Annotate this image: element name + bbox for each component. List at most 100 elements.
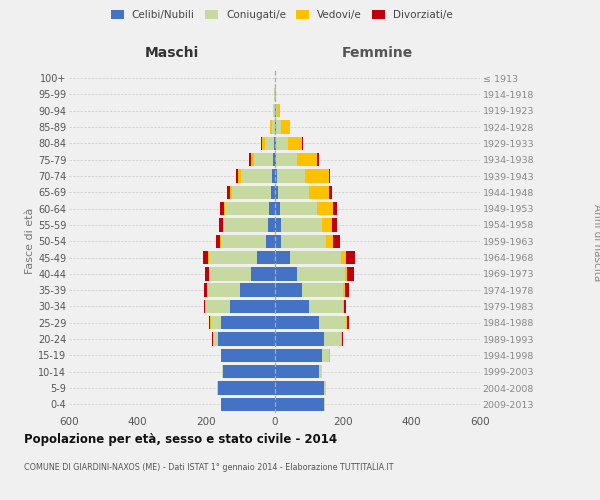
Bar xyxy=(333,202,337,215)
Bar xyxy=(346,251,355,264)
Bar xyxy=(275,267,297,280)
Bar xyxy=(324,332,341,346)
Bar xyxy=(262,136,265,150)
Bar xyxy=(272,170,275,182)
Bar xyxy=(240,284,275,297)
Bar xyxy=(275,153,276,166)
Bar xyxy=(275,365,319,378)
Bar xyxy=(251,267,275,280)
Bar xyxy=(275,202,280,215)
Bar xyxy=(275,170,277,182)
Bar xyxy=(275,382,324,394)
Text: Anni di nascita: Anni di nascita xyxy=(592,204,600,281)
Bar xyxy=(203,284,207,297)
Bar xyxy=(221,234,266,248)
Text: Femmine: Femmine xyxy=(341,46,413,60)
Bar xyxy=(345,284,349,297)
Bar xyxy=(275,218,281,232)
Bar xyxy=(277,170,305,182)
Bar xyxy=(208,251,209,264)
Bar xyxy=(342,332,343,346)
Bar xyxy=(273,104,274,118)
Bar xyxy=(345,267,347,280)
Bar xyxy=(275,348,322,362)
Bar xyxy=(275,251,290,264)
Bar xyxy=(329,170,331,182)
Bar xyxy=(280,202,317,215)
Bar xyxy=(288,136,302,150)
Bar xyxy=(317,153,319,166)
Bar xyxy=(275,316,319,330)
Bar xyxy=(322,348,329,362)
Bar xyxy=(221,316,275,330)
Bar xyxy=(241,170,272,182)
Bar xyxy=(341,332,342,346)
Bar xyxy=(205,300,206,313)
Bar xyxy=(275,120,276,134)
Text: Maschi: Maschi xyxy=(145,46,199,60)
Bar xyxy=(309,300,343,313)
Bar xyxy=(268,218,275,232)
Bar xyxy=(218,332,275,346)
Bar xyxy=(275,104,277,118)
Bar xyxy=(254,153,273,166)
Bar xyxy=(275,398,324,411)
Bar xyxy=(207,284,208,297)
Bar xyxy=(275,234,281,248)
Bar xyxy=(220,202,224,215)
Bar xyxy=(261,136,262,150)
Bar xyxy=(217,382,218,394)
Bar xyxy=(276,120,281,134)
Text: Popolazione per età, sesso e stato civile - 2014: Popolazione per età, sesso e stato civil… xyxy=(24,432,337,446)
Bar xyxy=(275,136,276,150)
Bar xyxy=(278,186,309,199)
Bar xyxy=(266,234,275,248)
Bar xyxy=(281,234,326,248)
Bar xyxy=(269,202,275,215)
Bar xyxy=(230,300,275,313)
Text: COMUNE DI GIARDINI-NAXOS (ME) - Dati ISTAT 1° gennaio 2014 - Elaborazione TUTTIT: COMUNE DI GIARDINI-NAXOS (ME) - Dati IST… xyxy=(24,462,394,471)
Bar xyxy=(224,202,225,215)
Bar xyxy=(209,267,251,280)
Bar xyxy=(218,382,275,394)
Bar xyxy=(332,218,337,232)
Bar xyxy=(203,300,205,313)
Bar xyxy=(213,332,218,346)
Bar xyxy=(224,218,268,232)
Bar xyxy=(250,153,251,166)
Bar xyxy=(223,218,224,232)
Bar xyxy=(275,186,278,199)
Bar xyxy=(319,316,346,330)
Bar xyxy=(238,170,241,182)
Legend: Celibi/Nubili, Coniugati/e, Vedovi/e, Divorziati/e: Celibi/Nubili, Coniugati/e, Vedovi/e, Di… xyxy=(111,10,453,20)
Bar xyxy=(209,251,257,264)
Bar xyxy=(341,251,346,264)
Bar xyxy=(270,120,272,134)
Bar xyxy=(251,153,254,166)
Bar xyxy=(329,186,332,199)
Bar xyxy=(343,300,344,313)
Bar xyxy=(319,365,322,378)
Bar xyxy=(344,300,346,313)
Bar xyxy=(220,218,223,232)
Bar xyxy=(271,186,275,199)
Bar xyxy=(230,186,232,199)
Bar xyxy=(223,365,275,378)
Bar xyxy=(208,284,240,297)
Bar xyxy=(346,316,347,330)
Bar xyxy=(273,153,275,166)
Bar xyxy=(276,136,288,150)
Bar xyxy=(274,136,275,150)
Bar xyxy=(216,234,220,248)
Bar xyxy=(206,300,230,313)
Bar xyxy=(309,186,329,199)
Bar xyxy=(265,136,274,150)
Bar xyxy=(324,398,325,411)
Bar xyxy=(232,186,271,199)
Bar xyxy=(326,234,333,248)
Bar xyxy=(236,170,238,182)
Bar xyxy=(275,332,324,346)
Bar xyxy=(302,284,343,297)
Bar xyxy=(221,348,275,362)
Bar xyxy=(257,251,275,264)
